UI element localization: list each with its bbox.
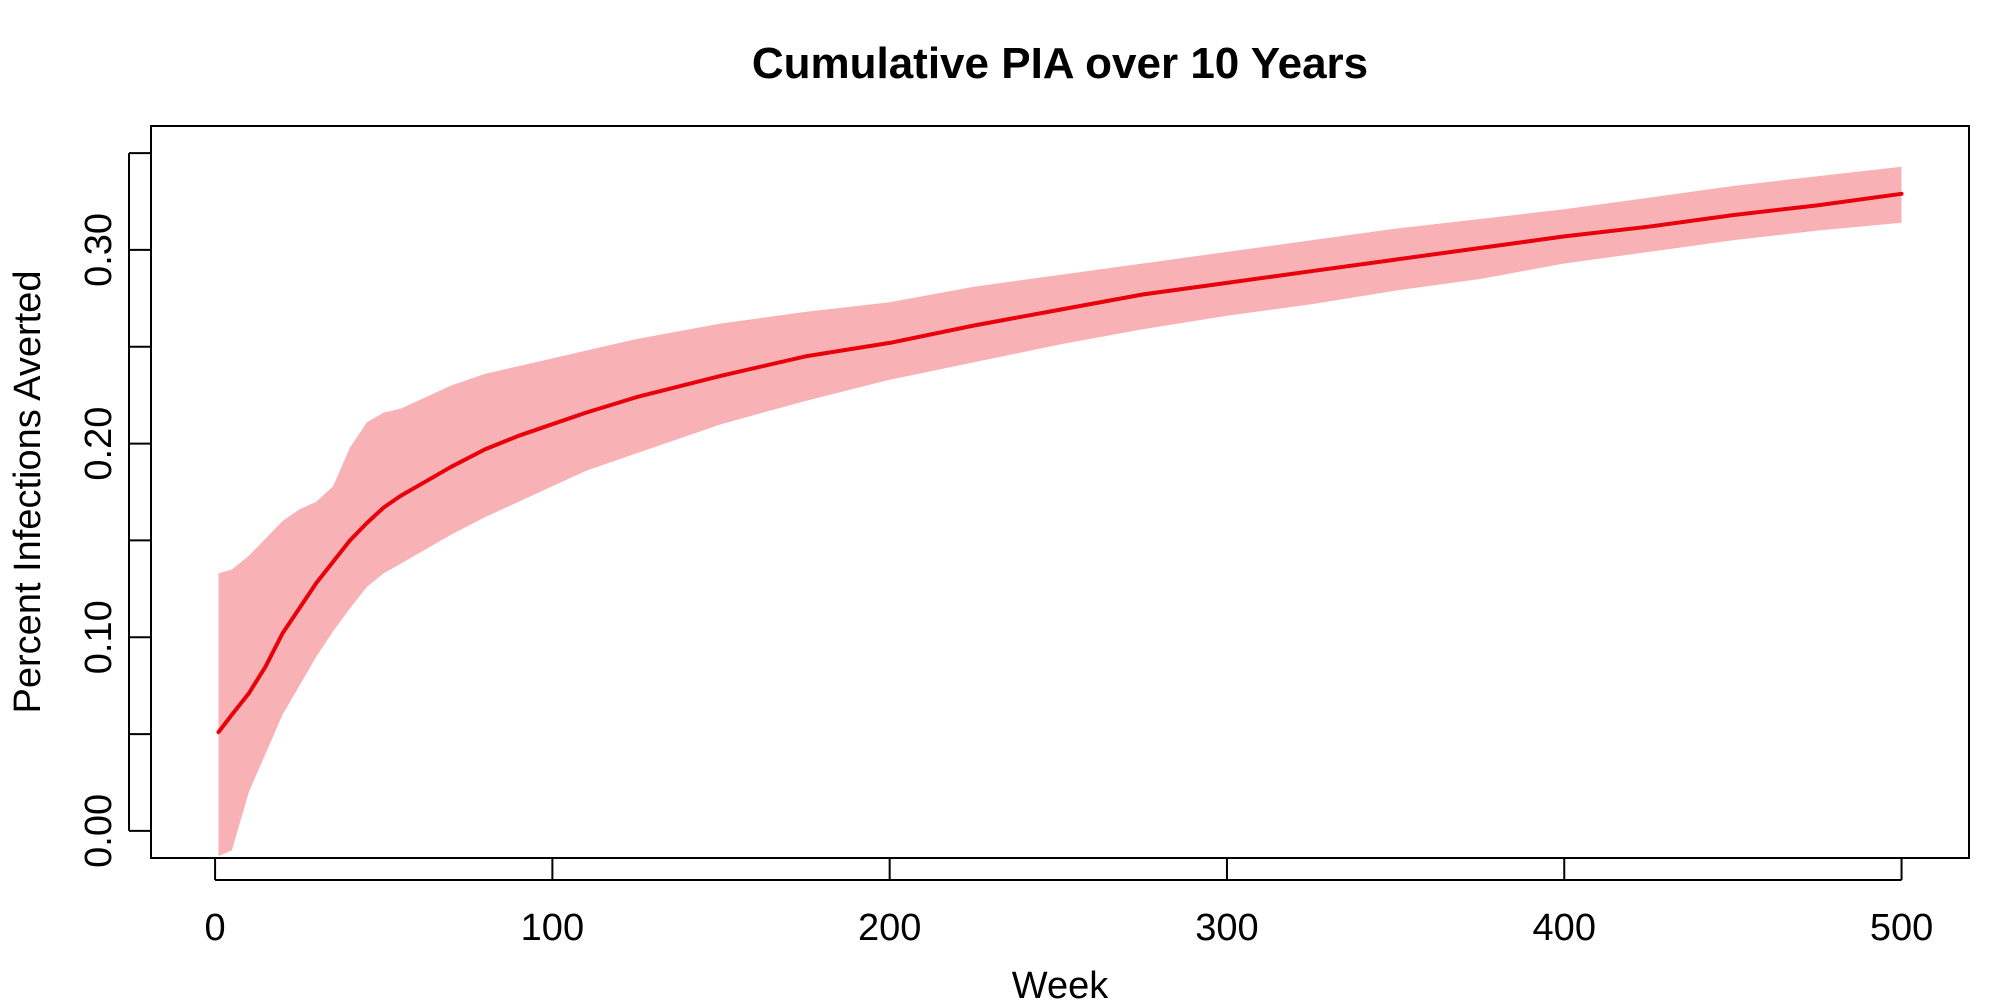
x-axis-label: Week [1012, 965, 1109, 1000]
x-tick-label: 300 [1195, 907, 1258, 949]
x-tick-label: 400 [1533, 907, 1596, 949]
x-tick-label: 100 [521, 907, 584, 949]
mean-line [216, 191, 1904, 735]
y-tick-label: 0.30 [78, 213, 120, 287]
x-tick-label: 0 [205, 907, 226, 949]
y-axis: 0.00 0.10 0.20 0.30 [78, 152, 151, 868]
y-tick-label: 0.10 [78, 600, 120, 674]
y-tick-label: 0.20 [78, 407, 120, 481]
x-tick-label: 500 [1870, 907, 1933, 949]
y-tick-label: 0.00 [78, 794, 120, 868]
y-axis-label: Percent Infections Averted [7, 271, 49, 714]
confidence-band [218, 166, 1902, 857]
plot-area [150, 125, 1970, 859]
chart-title: Cumulative PIA over 10 Years [752, 39, 1368, 88]
x-axis: 0 100 200 300 400 500 [205, 858, 1933, 949]
x-tick-label: 200 [858, 907, 921, 949]
